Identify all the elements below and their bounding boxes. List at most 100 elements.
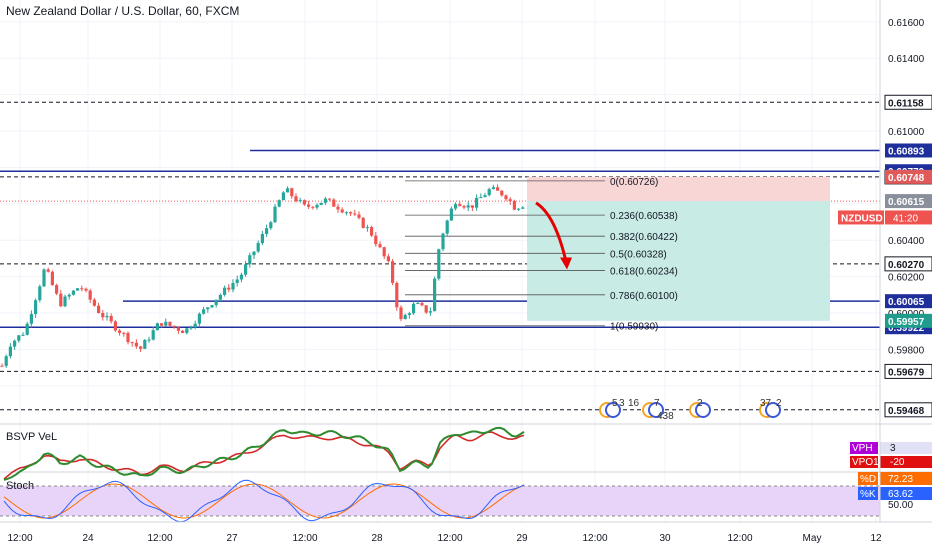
candle-body [80,288,84,290]
candle-body [323,198,327,203]
short-position-tool[interactable] [527,176,830,321]
candle-body [118,330,122,333]
candle-body [504,195,508,200]
candle-body [487,189,491,196]
time-tick: May [803,533,822,544]
candle-body [269,222,273,229]
candle-body [290,188,294,197]
candle-body [382,247,386,257]
candle-body [260,234,264,244]
price-tick: 0.60400 [888,236,925,247]
candle-body [298,200,302,202]
candle-body [454,204,458,209]
time-tick: 28 [371,533,383,544]
dashed-level-label: 0.61158 [888,98,924,109]
candle-body [449,208,453,221]
candle-body [265,228,269,235]
candle-body [441,233,445,250]
event-count: 37 [760,398,772,409]
candle-body [55,285,59,294]
candle-body [357,214,361,218]
candle-body [244,264,248,275]
candle-body [202,309,206,314]
price-tick: 0.59800 [888,345,925,356]
candle-body [160,323,164,326]
stoch-k-bg [858,487,878,500]
forecast-arrow[interactable] [535,201,572,270]
candle-body [13,340,17,347]
candle-body [76,288,80,291]
candle-body [281,192,285,201]
candle-body [319,202,323,205]
countdown-bg [885,210,932,225]
stoch-label: Stoch [6,480,35,492]
candle-body [353,213,357,215]
price-axis[interactable]: 0.61600 0.61400 0.61000 0.60400 0.60200 0.600… [838,0,932,522]
candle-body [189,327,193,329]
stoch-d-label: %D [860,474,876,485]
candle-body [407,313,411,315]
candle-body [462,206,466,208]
candle-body [521,207,525,209]
candle-body [470,205,474,208]
time-axis[interactable]: 12:00 24 12:00 27 12:00 28 12:00 29 12:00 30 12:00… [0,521,932,544]
blue-level-tag-bg [885,294,932,309]
candle-body [185,328,189,333]
event-flag-icon [765,402,781,418]
symbol-tag-bg [838,210,884,225]
candle-body [508,199,512,202]
candle-body [17,335,21,341]
fib-label: 0.382(0.60422) [610,232,678,243]
fib-label: 0.5(0.60328) [610,249,667,260]
candle-body [286,188,290,193]
candle-body [109,315,113,322]
time-tick: 12:00 [147,533,172,544]
entry-tag: 0.60615 [888,197,925,208]
symbol-tag: NZDUSD [841,213,883,224]
event-flag-icon [648,402,664,418]
candle-body [517,208,521,210]
candle-body [365,227,369,229]
arrow-path [535,201,568,262]
candle-body [29,314,33,324]
candle-body [399,307,403,320]
stoch-band [0,486,880,516]
candle-body [134,342,138,347]
candle-body [176,327,180,331]
stoch-k-label: %K [860,489,876,500]
vpo1-label: VPO1 [852,457,879,468]
time-tick: 29 [516,533,528,544]
candle-body [21,334,25,336]
bsvp-label: BSVP VeL [6,431,58,443]
candle-body [84,288,88,291]
stoch-k-value-bg [880,487,932,500]
candle-body [0,365,4,367]
stop-tag: 0.60748 [888,173,925,184]
candle-body [227,287,231,290]
time-tick: 12:00 [582,533,607,544]
fib-label: 0.618(0.60234) [610,266,678,277]
candle-body [445,220,449,234]
candle-body [315,204,319,208]
candle-body [302,200,306,205]
time-tick: 12:00 [437,533,462,544]
candle-body [340,209,344,213]
candle-body [34,300,38,315]
candle-body [197,313,201,324]
candle-body [223,287,227,295]
fib-label: 0.236(0.60538) [610,211,678,222]
target-tag-bg [885,313,932,328]
vph-label: VPH [852,443,873,454]
candle-body [25,323,29,335]
stoch-d-line [3,483,525,519]
candle-body [50,271,54,286]
dashed-level-tag-frame [884,363,932,379]
candle-body [67,294,71,297]
time-tick: 12 [870,533,882,544]
candle-body [206,307,210,310]
event-count: 2 [697,398,703,409]
candle-body [46,269,50,272]
vpo1-tag-bg [850,456,878,468]
